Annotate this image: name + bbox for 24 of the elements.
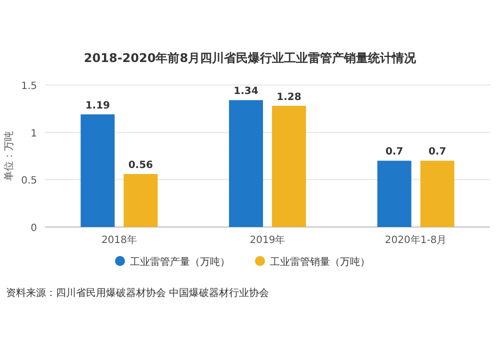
legend-label: 工业雷管产量（万吨） [130, 256, 230, 268]
x-tick-label: 2020年1-8月 [384, 234, 447, 246]
data-label: 0.56 [128, 160, 154, 171]
bar [124, 174, 158, 227]
bar [420, 160, 454, 227]
y-tick-label: 0.5 [21, 176, 37, 187]
x-tick-label: 2018年 [101, 234, 137, 246]
y-tick-label: 1 [30, 128, 37, 140]
y-axis-title: 单位：万吨 [3, 131, 15, 181]
data-label: 0.7 [428, 146, 446, 158]
data-label: 1.28 [276, 92, 302, 103]
y-tick-label: 1.5 [21, 81, 37, 92]
y-tick-label: 0 [30, 223, 37, 234]
bar [272, 106, 306, 227]
data-label: 1.34 [234, 86, 258, 98]
bar [377, 160, 412, 227]
x-tick-label: 2019年 [250, 234, 286, 246]
bar [229, 100, 263, 227]
data-label: 0.7 [385, 146, 404, 158]
bar [80, 114, 115, 227]
text: 资料来源：四川省民用爆破器材协会 中国爆破器材行业协会 [6, 287, 270, 299]
chart-title: 2018-2020年前8月四川省民爆行业工业雷管产销量统计情况 [84, 51, 418, 65]
legend-label: 工业雷管销量（万吨） [270, 256, 370, 268]
data-label: 1.19 [85, 100, 110, 112]
